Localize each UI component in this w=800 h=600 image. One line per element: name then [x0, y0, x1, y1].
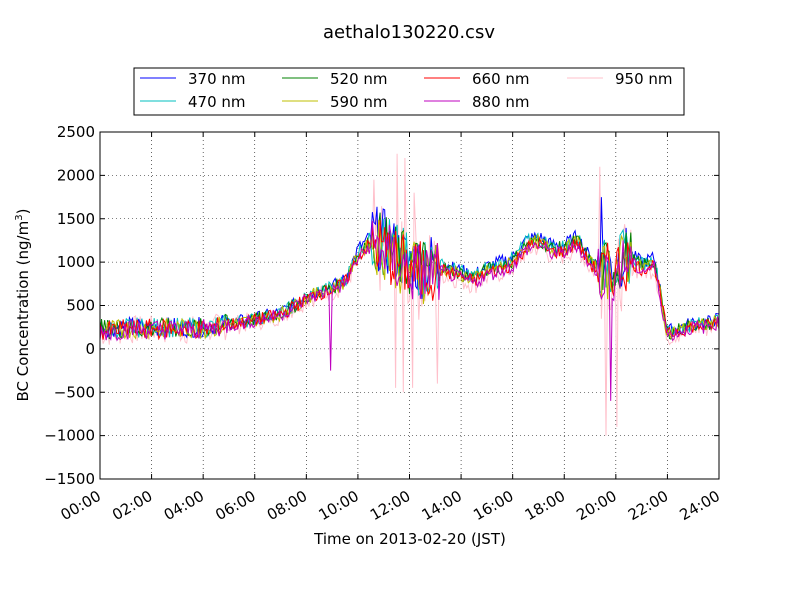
- series-lines: [99, 153, 720, 436]
- x-tick-label: 06:00: [212, 487, 258, 524]
- x-tick-label: 14:00: [419, 487, 465, 524]
- y-axis-label-superscript: 3: [14, 214, 25, 220]
- legend-label: 590 nm: [330, 93, 388, 111]
- x-tick-label: 02:00: [109, 487, 155, 524]
- y-tick-label: −1000: [44, 427, 95, 445]
- legend-label: 880 nm: [472, 93, 530, 111]
- series-line-370-nm: [99, 197, 720, 339]
- x-tick-label: 18:00: [522, 487, 568, 524]
- legend-item: 470 nm: [140, 93, 246, 111]
- y-tick-label: 1000: [57, 253, 95, 271]
- grid: [100, 132, 719, 479]
- legend-item: 590 nm: [282, 93, 388, 111]
- y-tick-label: 2000: [57, 166, 95, 184]
- x-tick-label: 24:00: [677, 487, 723, 524]
- y-tick-label: 0: [85, 340, 95, 358]
- x-tick-label: 22:00: [625, 487, 671, 524]
- series-line-520-nm: [99, 212, 720, 340]
- chart-title: aethalo130220.csv: [323, 22, 495, 43]
- x-tick-label: 12:00: [367, 487, 413, 524]
- legend-label: 370 nm: [188, 70, 246, 88]
- y-tick-label: −500: [54, 383, 95, 401]
- y-tick-label: −1500: [44, 470, 95, 488]
- x-tick-label: 04:00: [161, 487, 207, 524]
- legend-label: 660 nm: [472, 70, 530, 88]
- y-axis-label: BC Concentration (ng/m3): [14, 209, 32, 402]
- legend-box: [133, 67, 685, 116]
- legend-item: 880 nm: [424, 93, 530, 111]
- legend-label: 470 nm: [188, 93, 246, 111]
- legend-item: 660 nm: [424, 70, 530, 88]
- legend-item: 950 nm: [567, 70, 673, 88]
- y-tick-label: 500: [66, 297, 95, 315]
- series-line-880-nm: [99, 220, 720, 401]
- legend-item: 520 nm: [282, 70, 388, 88]
- y-axis-label-suffix: ): [14, 209, 32, 215]
- y-tick-label: 2500: [57, 123, 95, 141]
- legend: 370 nm 470 nm 520 nm 590 nm 660 nm 880 nm 950 …: [133, 67, 685, 116]
- series-line-950-nm: [99, 153, 720, 436]
- x-tick-label: 08:00: [264, 487, 310, 524]
- legend-item: 370 nm: [140, 70, 246, 88]
- y-axis-label-main: BC Concentration (ng/m: [14, 221, 32, 402]
- x-tick-label: 20:00: [573, 487, 619, 524]
- legend-label: 520 nm: [330, 70, 388, 88]
- x-tick-label: 10:00: [315, 487, 361, 524]
- x-tick-label: 16:00: [470, 487, 516, 524]
- legend-label: 950 nm: [615, 70, 673, 88]
- y-tick-label: 1500: [57, 210, 95, 228]
- x-axis-label: Time on 2013-02-20 (JST): [313, 530, 506, 548]
- x-tick-label: 00:00: [58, 487, 104, 524]
